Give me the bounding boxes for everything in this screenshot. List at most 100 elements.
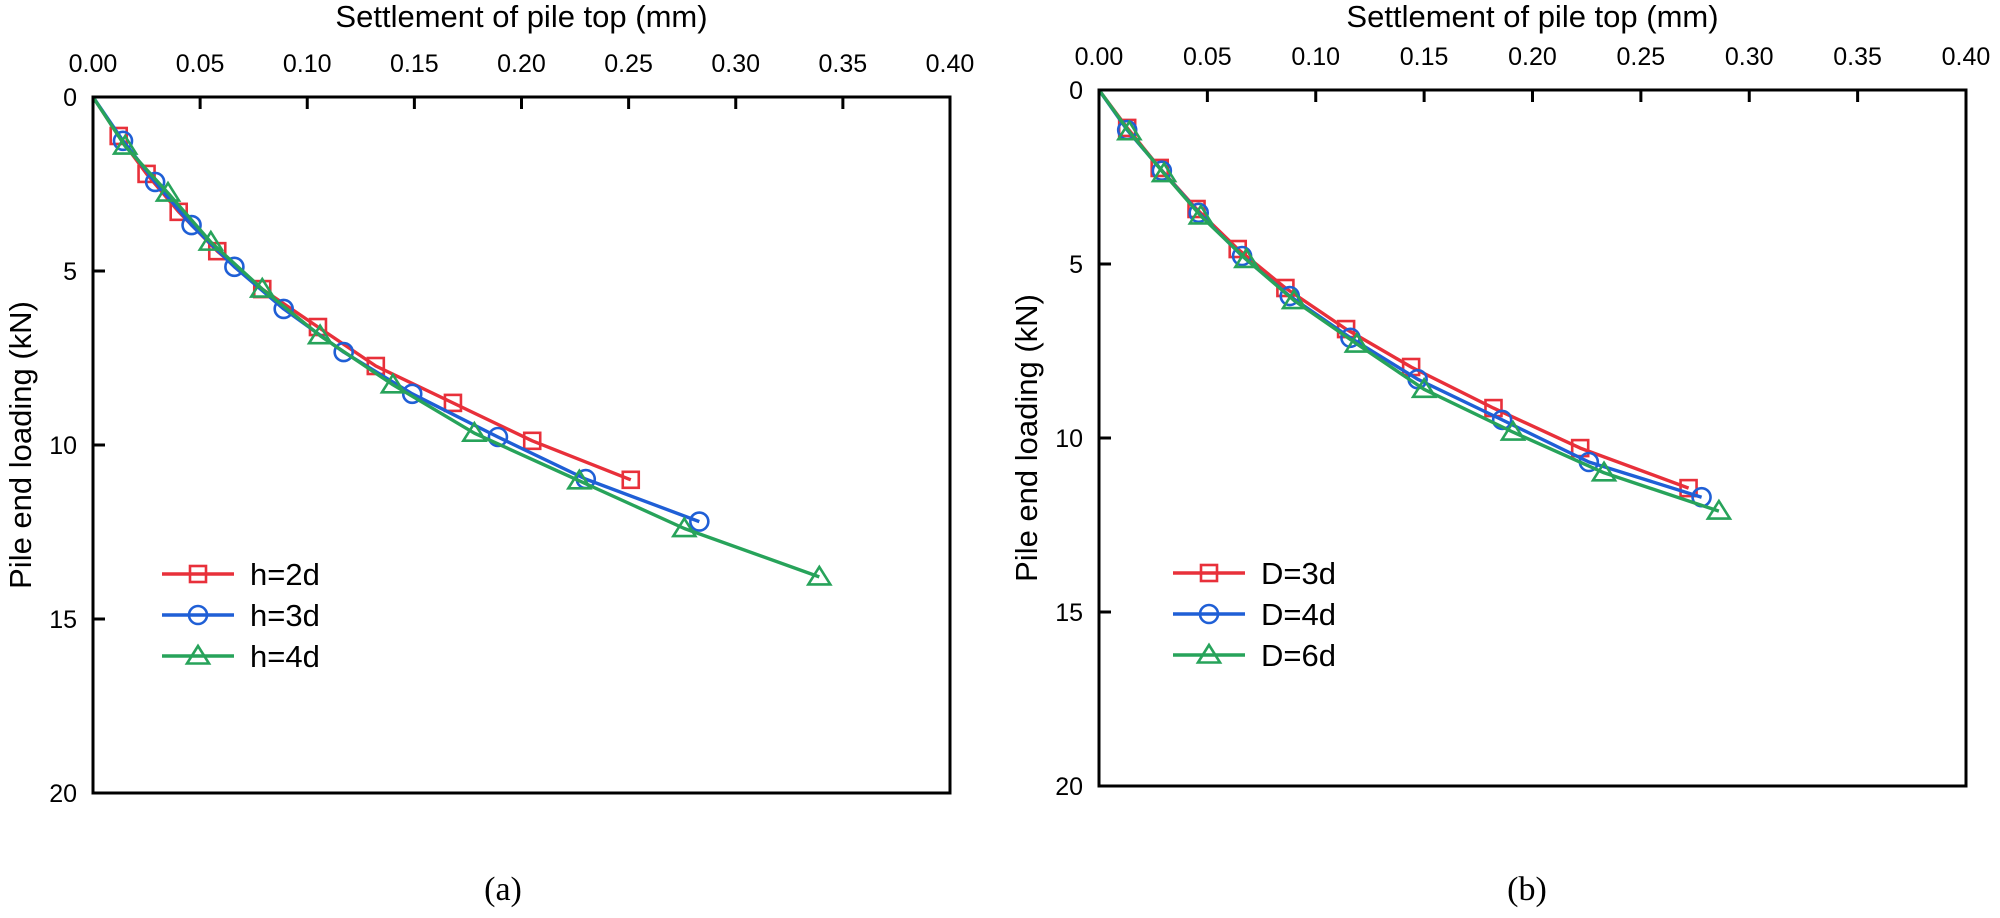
plot-frame	[1097, 88, 1968, 788]
circle-marker	[333, 341, 354, 363]
x-tick-label: 0.10	[283, 50, 332, 78]
y-tick-label: 20	[1055, 773, 1083, 801]
x-tick-label: 0.30	[1725, 43, 1774, 71]
circle-marker	[187, 604, 209, 626]
series-line	[1097, 89, 1720, 513]
x-tick-label: 0.35	[1833, 43, 1882, 71]
triangle-marker	[111, 133, 139, 155]
triangle-marker	[1115, 119, 1143, 141]
series-D=6d	[1097, 89, 1733, 520]
square-marker	[1199, 563, 1219, 583]
panel-caption: (a)	[484, 871, 522, 908]
plot-frame	[91, 95, 952, 795]
legend-item: h=4d	[162, 639, 320, 674]
legend-item: D=4d	[1173, 597, 1336, 632]
panel-a: Settlement of pile top (mm) Pile end loa…	[3, 0, 974, 908]
series-line	[91, 96, 632, 482]
x-tick-label: 0.10	[1291, 43, 1340, 71]
x-tick-label: 0.05	[176, 50, 225, 78]
y-tick-label: 0	[63, 84, 77, 112]
series-line	[1097, 89, 1703, 499]
y-tick-label: 15	[49, 606, 77, 634]
triangle-marker	[565, 468, 593, 490]
x-tick-label: 0.00	[69, 50, 118, 78]
plot-area	[91, 96, 833, 586]
x-tick-label: 0.30	[711, 50, 760, 78]
triangle-marker	[306, 323, 334, 345]
triangle-marker	[1343, 331, 1371, 353]
y-axis-title: Pile end loading (kN)	[1009, 294, 1044, 582]
legend-item: D=6d	[1173, 638, 1336, 673]
square-marker	[522, 431, 542, 451]
series-h=4d	[91, 96, 833, 586]
x-tick-label: 0.00	[1075, 43, 1124, 71]
x-tick-label: 0.15	[1400, 43, 1449, 71]
triangle-marker	[154, 180, 182, 202]
y-tick-label: 5	[63, 258, 77, 286]
circle-marker	[1198, 603, 1220, 625]
plot-area	[1097, 88, 1733, 520]
series-line	[91, 96, 700, 524]
square-marker	[621, 470, 641, 490]
y-tick-label: 10	[49, 432, 77, 460]
legend-item: h=2d	[162, 557, 320, 592]
circle-marker	[1491, 409, 1513, 431]
triangle-marker	[1187, 203, 1215, 225]
legend-label: h=4d	[250, 639, 320, 674]
square-marker	[188, 564, 208, 584]
legend-item: h=3d	[162, 598, 320, 633]
circle-marker	[487, 426, 509, 448]
triangle-marker	[1280, 288, 1308, 310]
triangle-marker	[1195, 642, 1223, 664]
triangle-marker	[379, 372, 407, 394]
circle-marker	[181, 214, 202, 236]
x-tick-label: 0.40	[926, 50, 975, 78]
triangle-marker	[805, 564, 833, 586]
x-tick-label: 0.40	[1942, 43, 1991, 71]
triangle-marker	[1499, 419, 1527, 441]
y-tick-label: 20	[49, 780, 77, 808]
triangle-marker	[184, 643, 212, 665]
legend-label: h=2d	[250, 557, 320, 592]
x-tick-label: 0.25	[1617, 43, 1666, 71]
legend-label: h=3d	[250, 598, 320, 633]
triangle-marker	[1590, 460, 1618, 482]
square-marker	[443, 393, 463, 413]
legend-item: D=3d	[1173, 556, 1336, 591]
panel-b: Settlement of pile top (mm) Pile end loa…	[1009, 0, 1990, 908]
x-tick-label: 0.20	[1508, 43, 1557, 71]
x-tick-label: 0.15	[390, 50, 439, 78]
triangle-marker	[1410, 376, 1438, 399]
circle-marker	[273, 298, 294, 320]
circle-marker	[112, 130, 134, 152]
circle-marker	[224, 256, 245, 278]
series-D=3d	[1097, 88, 1698, 498]
triangle-marker	[1705, 498, 1733, 520]
series-h=2d	[91, 96, 641, 490]
triangle-marker	[197, 229, 225, 251]
circle-marker	[1188, 202, 1210, 224]
triangle-marker	[670, 516, 698, 538]
series-line	[1097, 88, 1690, 490]
triangle-marker	[461, 420, 488, 442]
legend-label: D=6d	[1261, 638, 1336, 673]
circle-marker	[401, 383, 423, 405]
x-tick-label: 0.05	[1183, 43, 1232, 71]
legend-label: D=3d	[1261, 556, 1336, 591]
series-line	[91, 96, 820, 579]
panel-caption: (b)	[1507, 871, 1547, 908]
x-tick-label: 0.35	[819, 50, 868, 78]
y-tick-label: 5	[1069, 251, 1083, 279]
y-axis-title: Pile end loading (kN)	[3, 301, 38, 589]
legend: D=3d D=4d D=6d	[1173, 556, 1336, 673]
x-tick-label: 0.25	[604, 50, 653, 78]
circle-marker	[144, 171, 166, 193]
x-axis-title: Settlement of pile top (mm)	[1346, 0, 1718, 34]
series-D=4d	[1097, 89, 1712, 508]
triangle-marker	[1150, 161, 1178, 183]
y-tick-label: 15	[1055, 599, 1083, 627]
series-h=3d	[91, 96, 710, 532]
triangle-marker	[248, 276, 276, 298]
x-axis-title: Settlement of pile top (mm)	[335, 0, 707, 34]
